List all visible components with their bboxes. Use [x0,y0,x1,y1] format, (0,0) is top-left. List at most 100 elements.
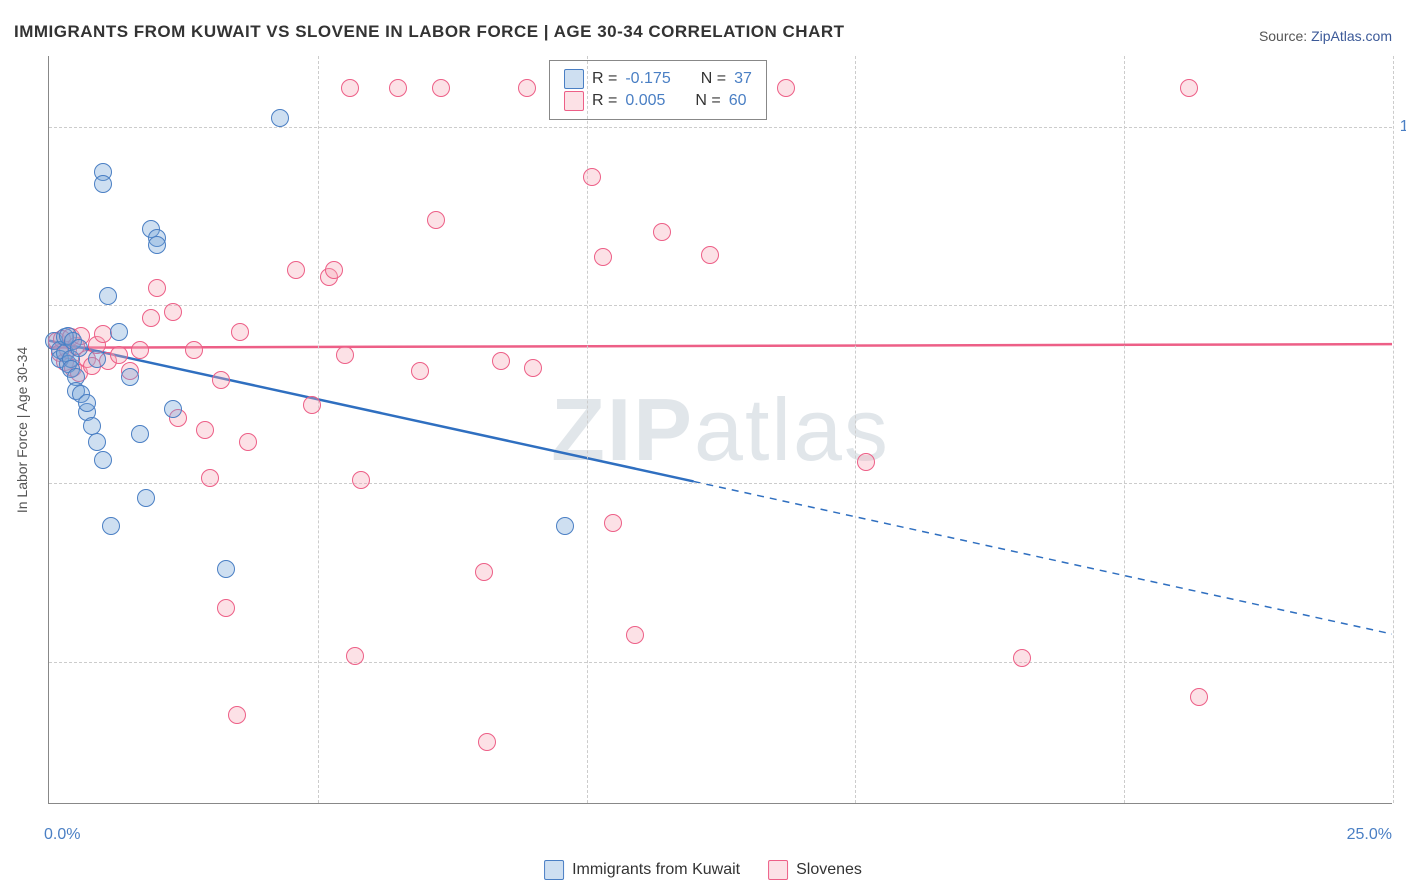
blue-scatter-point [271,109,289,127]
pink-scatter-point [518,79,536,97]
legend-swatch-pink [564,91,584,111]
blue-scatter-point [110,323,128,341]
series-legend: Immigrants from Kuwait Slovenes [544,860,862,880]
pink-scatter-point [411,362,429,380]
source-attribution: Source: ZipAtlas.com [1259,28,1392,44]
blue-scatter-point [94,451,112,469]
pink-scatter-point [148,279,166,297]
pink-scatter-point [653,223,671,241]
pink-scatter-point [604,514,622,532]
pink-scatter-point [325,261,343,279]
legend-n-value: 60 [729,92,747,110]
gridline-vertical [1393,56,1394,803]
pink-scatter-point [389,79,407,97]
legend-r-label: R = [592,92,617,110]
blue-scatter-point [121,368,139,386]
pink-scatter-point [478,733,496,751]
legend-r-value: -0.175 [625,70,670,88]
pink-scatter-point [346,647,364,665]
pink-scatter-point [583,168,601,186]
pink-scatter-point [352,471,370,489]
pink-scatter-point [1180,79,1198,97]
pink-scatter-point [427,211,445,229]
pink-scatter-point [287,261,305,279]
gridline-horizontal [49,127,1392,128]
gridline-vertical [1124,56,1125,803]
pink-scatter-point [626,626,644,644]
gridline-horizontal [49,662,1392,663]
blue-scatter-point [88,433,106,451]
x-tick-max: 25.0% [1347,826,1392,844]
pink-scatter-point [110,346,128,364]
y-tick-label: 100.0% [1398,118,1406,136]
pink-scatter-point [228,706,246,724]
y-tick-label: 70.0% [1398,653,1406,671]
pink-scatter-point [701,246,719,264]
correlation-legend: R =-0.175N =37R =0.005N =60 [549,60,767,120]
blue-scatter-point [78,394,96,412]
pink-scatter-point [524,359,542,377]
legend-n-value: 37 [734,70,752,88]
pink-scatter-point [239,433,257,451]
pink-scatter-point [777,79,795,97]
y-tick-label: 80.0% [1398,474,1406,492]
legend-r-label: R = [592,70,617,88]
trend-lines-layer [49,56,1392,803]
chart-plot-area: ZIPatlas R =-0.175N =37R =0.005N =60 70.… [48,56,1392,804]
source-link[interactable]: ZipAtlas.com [1311,28,1392,44]
blue-scatter-point [94,175,112,193]
blue-scatter-point [70,339,88,357]
pink-scatter-point [201,469,219,487]
legend-swatch-blue [564,69,584,89]
blue-scatter-point [88,350,106,368]
blue-scatter-point [217,560,235,578]
series-legend-label: Slovenes [796,861,862,879]
correlation-legend-row: R = -0.175 N = 37 [564,69,752,89]
pink-scatter-point [231,323,249,341]
pink-scatter-point [594,248,612,266]
gridline-horizontal [49,305,1392,306]
blue-scatter-point [131,425,149,443]
pink-scatter-point [1190,688,1208,706]
x-tick-min: 0.0% [44,826,80,844]
pink-scatter-point [142,309,160,327]
legend-r-value: 0.005 [625,92,665,110]
pink-scatter-point [94,325,112,343]
blue-scatter-point [137,489,155,507]
y-axis-label: In Labor Force | Age 30-34 [14,347,30,513]
pink-scatter-point [492,352,510,370]
blue-scatter-point [99,287,117,305]
chart-title: IMMIGRANTS FROM KUWAIT VS SLOVENE IN LAB… [14,22,845,42]
blue-scatter-point [556,517,574,535]
legend-n-label: N = [695,92,720,110]
pink-scatter-point [857,453,875,471]
pink-scatter-point [212,371,230,389]
legend-swatch-blue [544,860,564,880]
pink-scatter-point [131,341,149,359]
y-tick-label: 90.0% [1398,296,1406,314]
series-legend-label: Immigrants from Kuwait [572,861,740,879]
gridline-vertical [855,56,856,803]
correlation-legend-row: R = 0.005 N = 60 [564,91,752,111]
pink-scatter-point [185,341,203,359]
gridline-vertical [318,56,319,803]
pink-scatter-point [217,599,235,617]
legend-swatch-pink [768,860,788,880]
pink-scatter-point [196,421,214,439]
pink-scatter-point [432,79,450,97]
series-legend-item: Slovenes [768,860,862,880]
blue-scatter-point [148,236,166,254]
series-legend-item: Immigrants from Kuwait [544,860,740,880]
pink-scatter-point [303,396,321,414]
gridline-horizontal [49,483,1392,484]
pink-scatter-point [164,303,182,321]
pink-scatter-point [336,346,354,364]
watermark: ZIPatlas [551,379,890,481]
pink-scatter-point [341,79,359,97]
legend-n-label: N = [701,70,726,88]
blue-scatter-point [164,400,182,418]
blue-scatter-point [102,517,120,535]
pink-scatter-point [475,563,493,581]
source-prefix: Source: [1259,28,1311,44]
pink-scatter-point [1013,649,1031,667]
